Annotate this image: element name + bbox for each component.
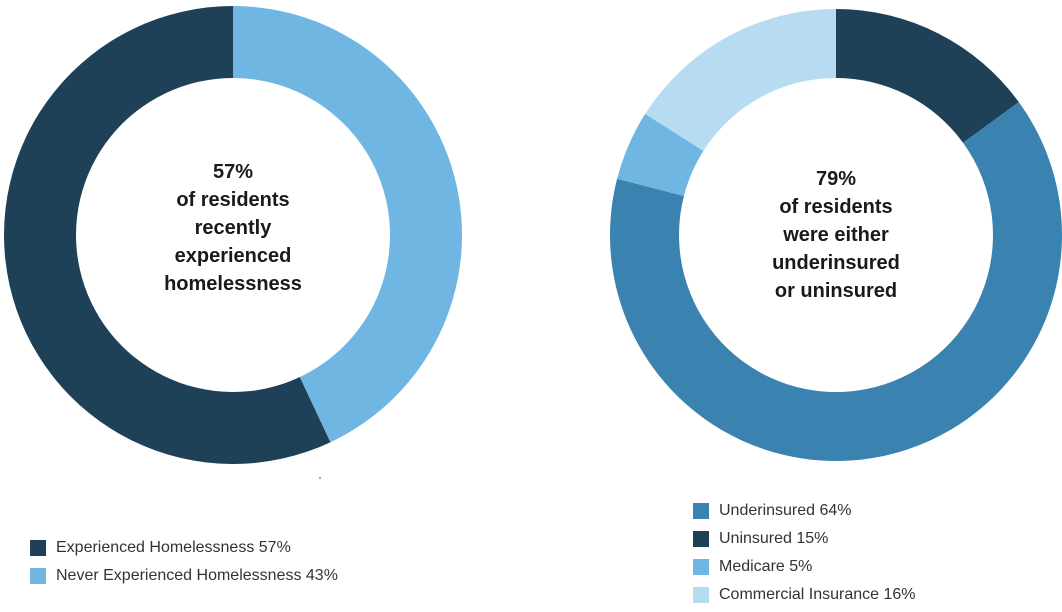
legend-item-commercial: Commercial Insurance 16% xyxy=(693,581,916,609)
donut1-center-text: 57% of residents recently experienced ho… xyxy=(133,158,333,298)
donut2-slice-2 xyxy=(617,113,704,196)
donut1-center-line: of residents xyxy=(176,189,290,211)
legend-label: Medicare 5% xyxy=(719,558,813,575)
legend-label: Commercial Insurance 16% xyxy=(719,586,916,603)
donut2-legend: Underinsured 64% Uninsured 15% Medicare … xyxy=(693,497,916,609)
donut1-center-line: recently xyxy=(194,217,272,239)
legend-item-underinsured: Underinsured 64% xyxy=(693,497,916,525)
legend-swatch xyxy=(30,568,46,584)
donut2-center-line: of residents xyxy=(779,196,893,218)
legend-label: Uninsured 15% xyxy=(719,530,829,547)
donut2-slice-1 xyxy=(836,9,1019,143)
donut2-slice-3 xyxy=(645,9,836,151)
donut1-center-line: homelessness xyxy=(164,273,302,295)
donut1-slice-0 xyxy=(3,6,331,465)
donut1-slice-1 xyxy=(233,6,462,443)
donut2-center-line: underinsured xyxy=(772,252,900,274)
donut2-center-line: were either xyxy=(783,224,889,246)
legend-item-experienced: Experienced Homelessness 57% xyxy=(30,534,338,562)
legend-item-never-experienced: Never Experienced Homelessness 43% xyxy=(30,562,338,590)
legend-swatch xyxy=(693,503,709,519)
legend-label: Experienced Homelessness 57% xyxy=(56,539,291,556)
donut2-slice-0 xyxy=(609,102,1062,462)
donut2-center-line: 79% xyxy=(815,168,857,190)
donut2-center-text: 79% of residents were either underinsure… xyxy=(736,165,936,305)
legend-label: Never Experienced Homelessness 43% xyxy=(56,567,338,584)
legend-item-medicare: Medicare 5% xyxy=(693,553,916,581)
legend-swatch xyxy=(693,531,709,547)
legend-item-uninsured: Uninsured 15% xyxy=(693,525,916,553)
legend-swatch xyxy=(693,587,709,603)
legend-swatch xyxy=(693,559,709,575)
donut1-legend: Experienced Homelessness 57% Never Exper… xyxy=(30,534,338,590)
donut2-center-line: or uninsured xyxy=(774,280,898,302)
legend-label: Underinsured 64% xyxy=(719,502,852,519)
legend-swatch xyxy=(30,540,46,556)
donut1-center-line: experienced xyxy=(174,245,292,267)
donut1-center-line: 57% xyxy=(212,161,254,183)
stray-dot xyxy=(319,477,321,479)
